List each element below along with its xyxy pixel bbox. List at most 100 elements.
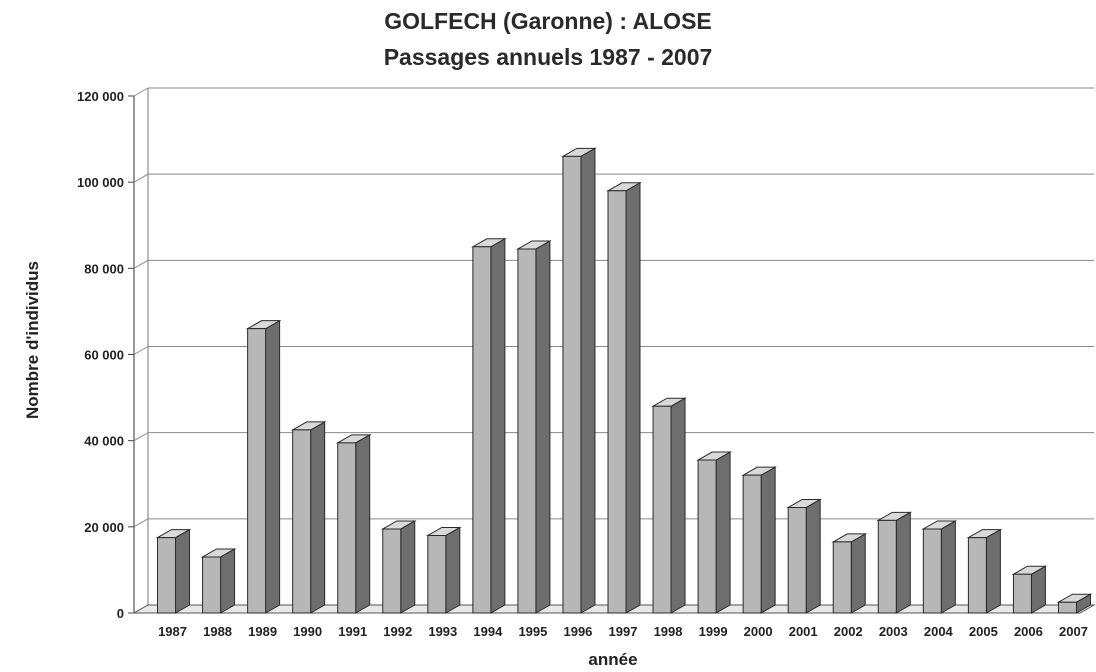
bar-1989 (245, 319, 282, 614)
bar-side (535, 240, 551, 614)
x-tick-label: 2001 (789, 624, 818, 639)
bar-2004 (921, 520, 958, 614)
gridline-diagonal (133, 87, 149, 97)
bar-1987 (155, 528, 192, 614)
x-tick-label: 2006 (1014, 624, 1043, 639)
bar-side (625, 181, 641, 614)
y-tick-label: 60 000 (84, 348, 124, 363)
bar-side (985, 528, 1001, 614)
x-tick-label: 2004 (924, 624, 954, 639)
bar-1990 (290, 421, 327, 614)
bar-side (760, 466, 776, 614)
bar-side (580, 147, 596, 614)
bar-2007 (1056, 593, 1093, 614)
bar-front (1057, 601, 1077, 614)
bar-1999 (696, 451, 732, 614)
bar-front (427, 534, 447, 614)
x-tick-label: 1989 (248, 624, 277, 639)
bar-side (175, 528, 191, 614)
x-tick-label: 1997 (609, 624, 638, 639)
bar-side (265, 319, 281, 614)
bar-front (832, 541, 852, 614)
bar-front (562, 155, 582, 614)
bar-side (670, 397, 686, 614)
bar-1997 (606, 181, 642, 614)
y-tick-label: 100 000 (77, 175, 124, 190)
bar-side (940, 520, 956, 614)
bar-2001 (786, 498, 823, 614)
bar-front (1012, 573, 1032, 614)
bar-side (850, 533, 866, 614)
bar-front (697, 459, 717, 614)
x-tick-label: 1990 (293, 624, 322, 639)
bar-front (337, 442, 357, 614)
y-tick-label: 40 000 (84, 434, 124, 449)
x-axis-title: année (588, 650, 637, 669)
bar-side (400, 520, 416, 614)
bar-front (967, 537, 987, 614)
bar-side (715, 451, 731, 614)
x-tick-label: 2002 (834, 624, 863, 639)
bar-2006 (1011, 565, 1048, 614)
bar-2002 (831, 533, 868, 614)
gridline-diagonal (133, 432, 149, 442)
bar-front (877, 519, 897, 614)
bar-2000 (741, 466, 778, 614)
bar-front (787, 506, 807, 614)
bar-front (652, 405, 672, 614)
x-tick-label: 1996 (563, 624, 592, 639)
x-tick-label: 1994 (473, 624, 503, 639)
y-axis-title: Nombre d'individus (23, 261, 42, 419)
bar-side (310, 421, 326, 614)
x-tick-label: 1991 (338, 624, 367, 639)
x-tick-label: 2005 (969, 624, 998, 639)
bar-side (490, 237, 506, 614)
x-tick-label: 1999 (699, 624, 728, 639)
x-tick-label: 2003 (879, 624, 908, 639)
x-tick-label: 1995 (518, 624, 547, 639)
bar-1993 (425, 526, 462, 614)
gridline-diagonal (133, 259, 149, 269)
bar-1994 (470, 237, 507, 614)
bar-side (805, 498, 821, 614)
x-tick-label: 1992 (383, 624, 412, 639)
bar-side (355, 433, 371, 614)
chart-title: GOLFECH (Garonne) : ALOSE (384, 8, 712, 34)
bar-1991 (335, 433, 372, 614)
y-tick-label: 80 000 (84, 261, 124, 276)
bar-front (382, 528, 402, 614)
bar-front (742, 474, 762, 614)
bar-front (517, 248, 537, 614)
bar-1998 (651, 397, 687, 614)
bar-2003 (876, 511, 913, 614)
bar-front (922, 528, 942, 614)
bar-front (157, 537, 177, 614)
bar-front (247, 328, 267, 614)
y-tick-label: 20 000 (84, 520, 124, 535)
gridline-diagonal (133, 173, 149, 183)
chart-subtitle: Passages annuels 1987 - 2007 (383, 44, 713, 70)
bar-1995 (516, 240, 552, 614)
bar-front (472, 246, 492, 614)
bar-1992 (380, 520, 417, 614)
y-tick-label: 120 000 (77, 89, 124, 104)
bar-2005 (966, 528, 1003, 614)
x-tick-label: 2000 (744, 624, 773, 639)
bar-front (202, 556, 222, 614)
bar-side (445, 526, 461, 614)
x-tick-label: 2007 (1059, 624, 1088, 639)
x-tick-label: 1988 (203, 624, 232, 639)
bar-1996 (561, 147, 597, 614)
gridline-diagonal (133, 518, 149, 528)
y-tick-label: 0 (117, 606, 124, 621)
x-tick-label: 1998 (654, 624, 683, 639)
bar-1988 (200, 548, 237, 614)
x-tick-label: 1987 (158, 624, 187, 639)
bar-side (220, 548, 236, 614)
bar-front (292, 429, 312, 614)
bar-front (607, 190, 627, 614)
bar-side (895, 511, 911, 614)
gridline-diagonal (133, 346, 149, 355)
